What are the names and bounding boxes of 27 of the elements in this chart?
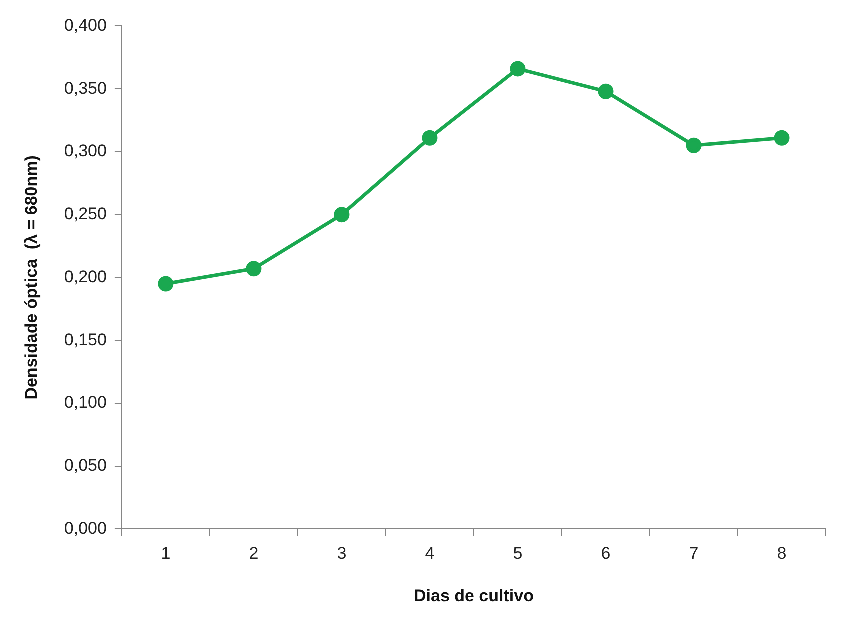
y-tick-label: 0,150	[64, 330, 107, 350]
x-tick-label: 4	[425, 544, 435, 564]
y-tick-label: 0,100	[64, 393, 107, 412]
x-tick-label: 5	[513, 544, 523, 564]
point	[334, 207, 350, 223]
y-tick-label: 0,200	[64, 267, 107, 286]
point	[598, 84, 614, 100]
point	[686, 138, 702, 154]
point	[510, 61, 526, 77]
y-tick-label: 0,250	[64, 204, 107, 224]
point	[774, 130, 790, 146]
x-tick-label: 3	[337, 544, 347, 564]
y-tick-label: 0,350	[64, 78, 107, 98]
point	[246, 261, 262, 277]
x-axis-title: Dias de cultivo	[414, 586, 534, 606]
y-axis-title: Densidade óptica (λ = 680nm)	[22, 156, 41, 400]
x-tick-label: 7	[689, 544, 699, 564]
y-tick-label: 0,300	[64, 142, 107, 161]
y-tick-label: 0,000	[64, 518, 107, 538]
x-tick-label: 1	[161, 544, 171, 564]
y-tick-label: 0,050	[64, 456, 107, 476]
point	[422, 130, 438, 146]
point	[158, 276, 174, 292]
x-tick-label: 6	[601, 544, 611, 564]
x-tick-label: 8	[777, 544, 787, 564]
x-tick-label: 2	[249, 544, 259, 564]
y-tick-label: 0,400	[64, 16, 107, 35]
